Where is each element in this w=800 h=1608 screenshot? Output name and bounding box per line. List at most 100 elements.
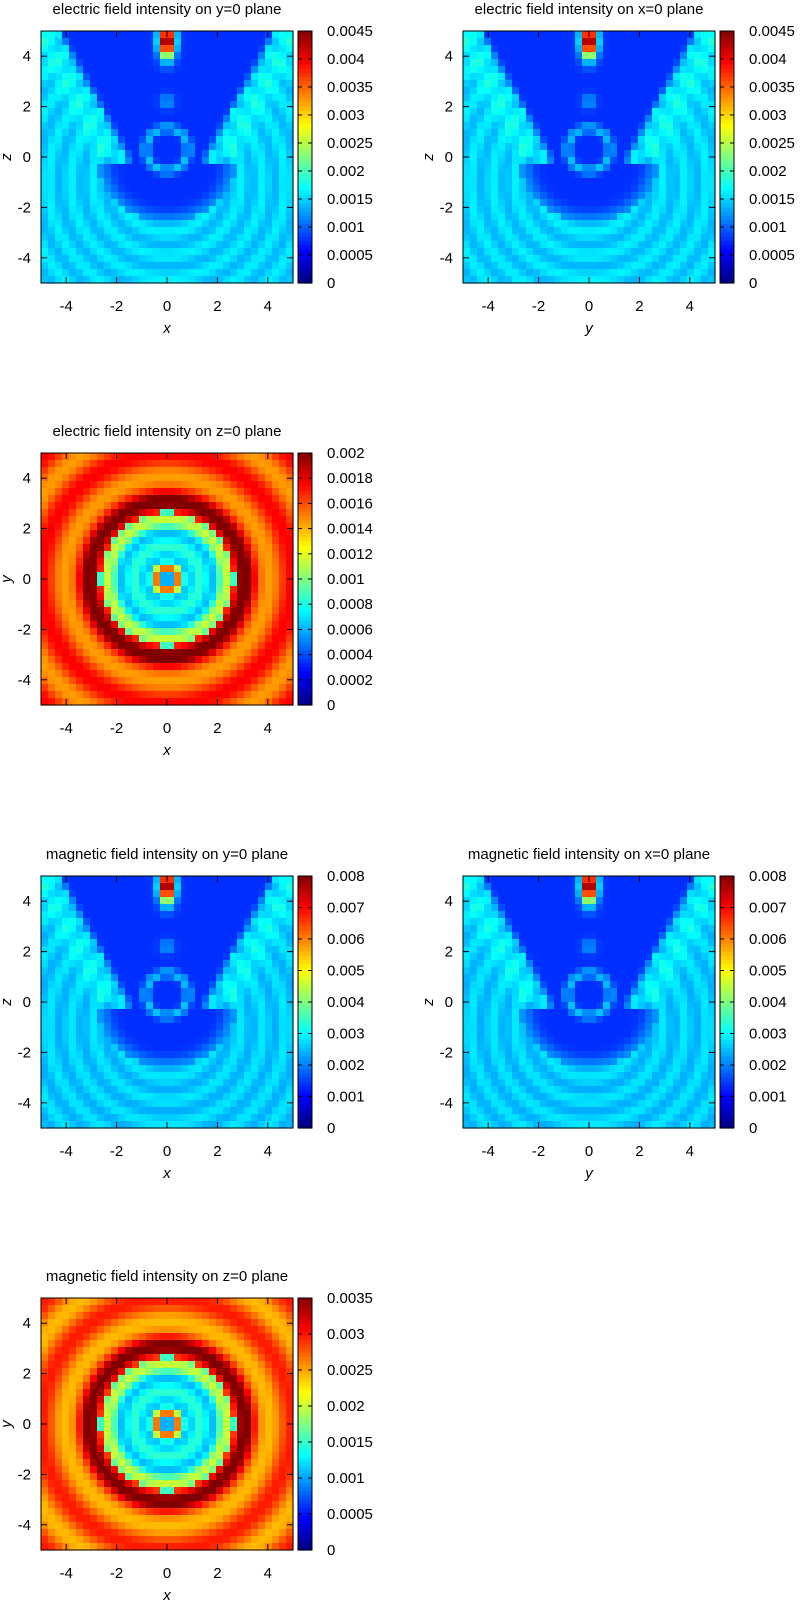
heatmap-cell xyxy=(624,164,632,172)
colorbar-segment xyxy=(720,182,734,187)
heatmap-cell xyxy=(708,136,716,144)
heatmap-cell xyxy=(645,220,653,228)
heatmap-cell xyxy=(97,586,105,594)
heatmap-cell xyxy=(97,269,105,277)
heatmap-cell xyxy=(83,960,91,968)
heatmap-cell xyxy=(617,220,625,228)
heatmap-cell xyxy=(62,551,70,559)
heatmap-cell xyxy=(195,31,203,39)
heatmap-cell xyxy=(652,38,660,46)
heatmap-cell xyxy=(230,248,238,256)
heatmap-cell xyxy=(505,234,513,242)
heatmap-cell xyxy=(603,115,611,123)
heatmap-cell xyxy=(272,220,280,228)
heatmap-cell xyxy=(174,691,182,699)
heatmap-cell xyxy=(265,460,273,468)
heatmap-cell xyxy=(48,171,56,179)
heatmap-cell xyxy=(596,192,604,200)
heatmap-cell xyxy=(610,164,618,172)
heatmap-cell xyxy=(76,698,84,706)
heatmap-cell xyxy=(223,45,231,53)
heatmap-cell xyxy=(673,220,681,228)
heatmap-cell xyxy=(659,143,667,151)
heatmap-cell xyxy=(83,94,91,102)
heatmap-cell xyxy=(680,227,688,235)
heatmap-cell xyxy=(69,600,77,608)
heatmap-cell xyxy=(202,663,210,671)
heatmap-cell xyxy=(603,136,611,144)
heatmap-cell xyxy=(146,1051,154,1059)
heatmap-cell xyxy=(160,1121,168,1129)
heatmap-cell xyxy=(174,544,182,552)
heatmap-cell xyxy=(132,698,140,706)
heatmap-cell xyxy=(498,227,506,235)
heatmap-cell xyxy=(132,220,140,228)
heatmap-cell xyxy=(62,164,70,172)
x-tick-label: -4 xyxy=(60,298,73,315)
heatmap-cell xyxy=(223,94,231,102)
heatmap-cell xyxy=(687,171,695,179)
heatmap-cell xyxy=(69,586,77,594)
heatmap-cell xyxy=(111,890,119,898)
heatmap-cell xyxy=(62,544,70,552)
colorbar-segment xyxy=(298,453,312,458)
heatmap-cell xyxy=(533,213,541,221)
heatmap-cell xyxy=(265,481,273,489)
heatmap-cell xyxy=(174,453,182,461)
heatmap-cell xyxy=(610,199,618,207)
heatmap-cell xyxy=(498,248,506,256)
heatmap-cell xyxy=(230,122,238,130)
heatmap-cell xyxy=(97,663,105,671)
heatmap-cell xyxy=(596,101,604,109)
heatmap-cell xyxy=(118,157,126,165)
heatmap-cell xyxy=(69,178,77,186)
heatmap-cell xyxy=(568,150,576,158)
heatmap-cell xyxy=(111,206,119,214)
heatmap-cell xyxy=(631,269,639,277)
heatmap-cell xyxy=(167,220,175,228)
heatmap-cell xyxy=(272,495,280,503)
heatmap-cell xyxy=(470,66,478,74)
heatmap-cell xyxy=(237,171,245,179)
heatmap-cell xyxy=(48,932,56,940)
heatmap-cell xyxy=(251,474,259,482)
heatmap-cell xyxy=(195,227,203,235)
heatmap-cell xyxy=(596,206,604,214)
heatmap-cell xyxy=(125,234,133,242)
heatmap-cell xyxy=(617,143,625,151)
heatmap-cell xyxy=(561,164,569,172)
heatmap-cell xyxy=(554,192,562,200)
heatmap-cell xyxy=(258,45,266,53)
heatmap-cell xyxy=(673,80,681,88)
heatmap-cell xyxy=(237,52,245,60)
heatmap-cell xyxy=(237,516,245,524)
heatmap-cell xyxy=(526,59,534,67)
heatmap-cell xyxy=(97,31,105,39)
heatmap-cell xyxy=(195,157,203,165)
heatmap-cell xyxy=(104,1009,112,1017)
heatmap-cell xyxy=(216,677,224,685)
y-tick-label: 2 xyxy=(23,99,31,116)
heatmap-cell xyxy=(139,946,147,954)
heatmap-cell xyxy=(265,642,273,650)
heatmap-cell xyxy=(610,31,618,39)
heatmap-cell xyxy=(111,38,119,46)
heatmap-cell xyxy=(41,911,49,919)
heatmap-cell xyxy=(132,509,140,517)
heatmap-cell xyxy=(48,663,56,671)
heatmap-cell xyxy=(554,31,562,39)
heatmap-cell xyxy=(708,115,716,123)
heatmap-cell xyxy=(167,918,175,926)
heatmap-cell xyxy=(83,1051,91,1059)
heatmap-cell xyxy=(209,269,217,277)
heatmap-cell xyxy=(223,234,231,242)
heatmap-cell xyxy=(181,698,189,706)
heatmap-cell xyxy=(97,1093,105,1101)
heatmap-cell xyxy=(90,995,98,1003)
heatmap-cell xyxy=(568,31,576,39)
heatmap-cell xyxy=(279,108,287,116)
colorbar-segment xyxy=(720,186,734,191)
heatmap-cell xyxy=(174,516,182,524)
heatmap-cell xyxy=(216,108,224,116)
heatmap-cell xyxy=(153,136,161,144)
